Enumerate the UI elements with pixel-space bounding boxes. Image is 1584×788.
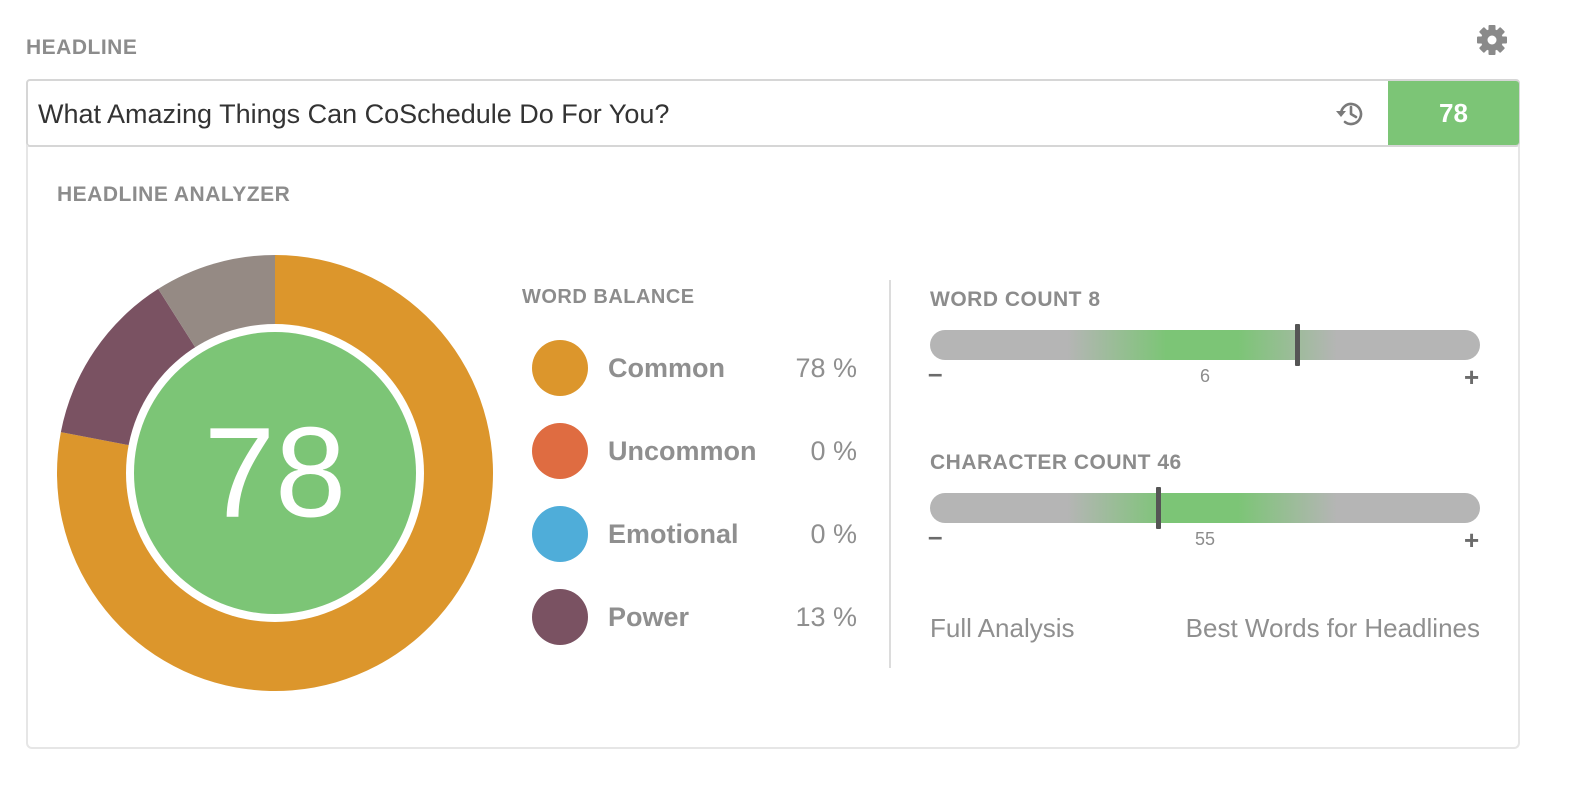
- emotional-dot: [532, 506, 588, 562]
- analyzer-panel: [26, 145, 1520, 749]
- legend-percent: 0 %: [810, 436, 857, 466]
- uncommon-dot: [532, 423, 588, 479]
- legend-label: Uncommon: [608, 436, 757, 466]
- legend-percent: 13 %: [795, 602, 857, 632]
- legend-label: Power: [608, 602, 690, 632]
- character-count-title: CHARACTER COUNT 46: [930, 451, 1182, 474]
- score-value: 78: [204, 402, 346, 545]
- legend-item-uncommon: Uncommon 0 %: [532, 423, 862, 479]
- full-analysis-link[interactable]: Full Analysis: [930, 613, 1075, 643]
- character-count-marker: [1156, 487, 1161, 529]
- headline-input[interactable]: [38, 95, 1318, 133]
- score-donut-chart: 78: [57, 255, 493, 691]
- common-dot: [532, 340, 588, 396]
- word-count-minus: –: [928, 358, 943, 388]
- history-icon[interactable]: [1332, 96, 1368, 132]
- legend-percent: 78 %: [795, 353, 857, 383]
- analyzer-title: HEADLINE ANALYZER: [57, 183, 291, 206]
- character-count-minus: –: [928, 521, 943, 551]
- headline-label: HEADLINE: [26, 36, 138, 59]
- character-count-target: 55: [1194, 529, 1216, 549]
- character-count-plus: +: [1464, 525, 1480, 555]
- word-count-plus: +: [1464, 362, 1480, 392]
- word-count-marker: [1295, 324, 1300, 366]
- legend-item-emotional: Emotional 0 %: [532, 506, 862, 562]
- section-divider: [889, 280, 891, 668]
- word-count-target: 6: [1199, 366, 1210, 386]
- legend-percent: 0 %: [810, 519, 857, 549]
- legend-label: Common: [608, 353, 725, 383]
- legend-item-power: Power 13 %: [532, 589, 862, 645]
- character-count-bar: [930, 493, 1480, 523]
- score-circle: [134, 332, 416, 614]
- headline-score-badge: 78: [1388, 81, 1519, 145]
- word-balance-title: WORD BALANCE: [522, 286, 695, 308]
- best-words-link[interactable]: Best Words for Headlines: [1185, 613, 1480, 643]
- gear-icon[interactable]: [1474, 22, 1510, 58]
- legend-label: Emotional: [608, 519, 739, 549]
- legend-item-common: Common 78 %: [532, 340, 862, 396]
- word-count-bar: [930, 330, 1480, 360]
- word-count-title: WORD COUNT 8: [930, 288, 1101, 311]
- power-dot: [532, 589, 588, 645]
